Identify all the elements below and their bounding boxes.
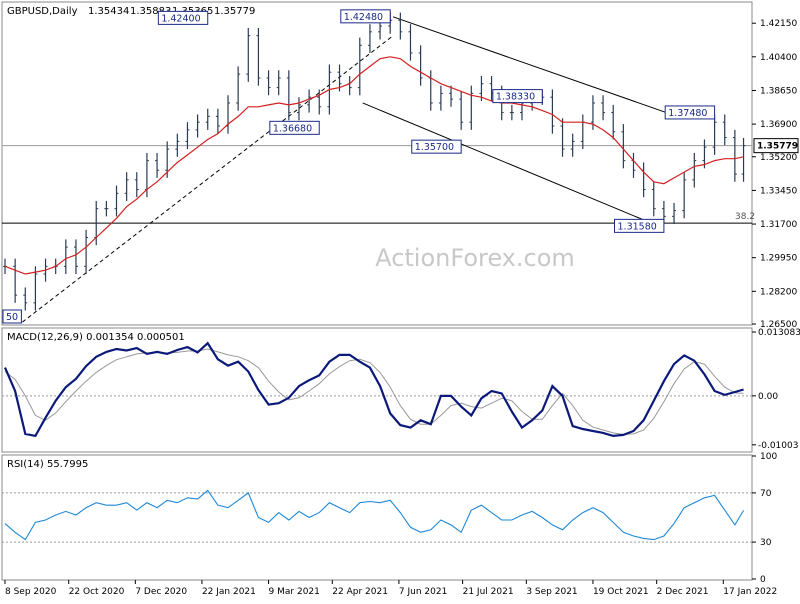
macd-y-tick-label: 0.00 xyxy=(758,392,778,402)
level-annotation-label: 1.42480 xyxy=(344,12,383,23)
x-axis-tick-label: 9 Mar 2021 xyxy=(269,587,320,597)
x-axis-tick-label: 19 Oct 2021 xyxy=(593,587,649,597)
level-annotation-box xyxy=(2,309,22,324)
x-axis-tick-label: 7 Dec 2020 xyxy=(135,587,187,597)
x-axis-tick-label: 7 Jun 2021 xyxy=(399,587,447,597)
level-annotation-box xyxy=(664,105,716,120)
level-annotation-box xyxy=(492,89,543,104)
ohlc-close: 1.35779 xyxy=(214,6,255,17)
level-annotation-label: 1.36680 xyxy=(273,123,312,134)
price-y-tick-label: 1.26500 xyxy=(760,320,797,330)
price-panel-frame xyxy=(1,1,753,326)
price-y-tick-label: 1.35200 xyxy=(760,153,797,163)
level-annotation-box xyxy=(157,10,209,25)
rsi-y-tick-label: 100 xyxy=(760,452,777,462)
support-trendline xyxy=(22,35,394,323)
ohlc-high: 1.35883 xyxy=(130,6,171,17)
x-axis-tick-label: 22 Oct 2020 xyxy=(69,587,125,597)
price-title: GBPUSD,Daily xyxy=(7,6,78,17)
price-y-tick-label: 1.36900 xyxy=(760,120,797,130)
rsi-y-tick-label: 0 xyxy=(760,575,766,585)
macd-title: MACD(12,26,9) 0.001354 0.000501 xyxy=(7,332,185,343)
watermark: ActionForex.com xyxy=(375,244,575,272)
price-y-tick-label: 1.28200 xyxy=(760,287,797,297)
ohlc-open: 1.35434 xyxy=(88,6,129,17)
last-price-label: 1.35779 xyxy=(757,142,798,152)
level-annotation-box xyxy=(340,9,391,24)
level-annotation-label: 1.37480 xyxy=(668,108,707,119)
macd-line xyxy=(3,341,744,438)
level-annotation-box xyxy=(614,218,665,233)
x-axis-tick-label: 21 Jul 2021 xyxy=(463,587,514,597)
macd-panel-frame xyxy=(1,327,753,453)
fib-label: 38.2 xyxy=(735,212,755,222)
macd-y-tick-label: -0.01003 xyxy=(758,441,798,451)
level-annotation-box xyxy=(411,139,462,154)
price-y-tick-label: 1.38650 xyxy=(760,86,797,96)
level-annotation-label: 1.38330 xyxy=(496,92,535,103)
price-y-tick-label: 1.42150 xyxy=(760,19,797,29)
x-axis-tick-label: 22 Jan 2021 xyxy=(202,587,256,597)
price-y-tick-label: 1.31700 xyxy=(760,220,797,230)
x-axis-tick-label: 2 Dec 2021 xyxy=(657,587,709,597)
price-y-tick-label: 1.29950 xyxy=(760,254,797,264)
price-y-tick-label: 1.33450 xyxy=(760,186,797,196)
rsi-line xyxy=(4,489,745,541)
level-annotation-label: 50 xyxy=(6,312,18,323)
x-axis-tick-label: 8 Sep 2020 xyxy=(5,587,57,597)
rsi-y-tick-label: 30 xyxy=(760,538,772,548)
macd-y-tick-label: 0.013083 xyxy=(758,328,800,338)
upper-channel-line xyxy=(392,16,683,119)
x-axis-tick-label: 3 Sep 2021 xyxy=(526,587,577,597)
last-price-box xyxy=(753,138,799,154)
x-axis-tick-label: 22 Apr 2021 xyxy=(332,587,388,597)
level-annotation-label: 1.31580 xyxy=(618,221,657,232)
level-annotation-box xyxy=(269,120,320,135)
level-annotation-label: 1.35700 xyxy=(415,142,454,153)
rsi-panel-frame xyxy=(1,454,753,581)
price-y-tick-label: 1.40400 xyxy=(760,53,797,63)
rsi-y-tick-label: 70 xyxy=(760,489,772,499)
rsi-title: RSI(14) 55.7995 xyxy=(7,459,88,470)
lower-channel-line xyxy=(362,102,659,227)
level-annotation-label: 1.42400 xyxy=(161,13,200,24)
x-axis-tick-label: 17 Jan 2022 xyxy=(723,587,777,597)
moving-average-line xyxy=(4,56,744,275)
